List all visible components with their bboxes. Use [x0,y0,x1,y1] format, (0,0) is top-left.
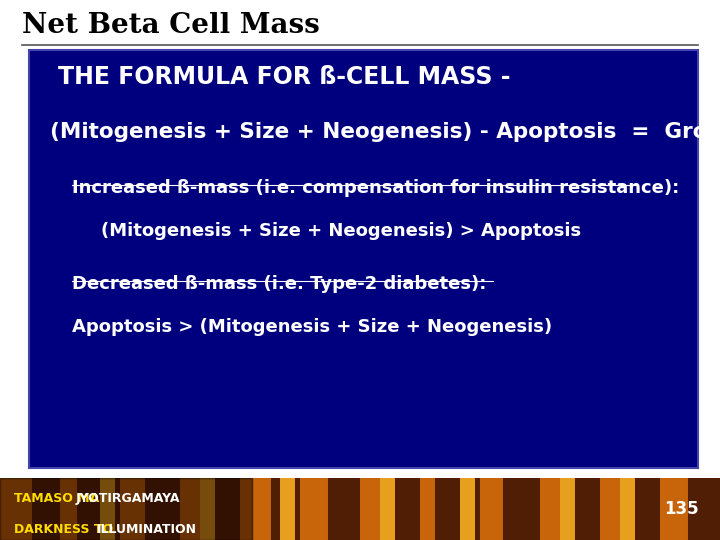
Text: TAMASO MA: TAMASO MA [14,491,104,504]
Text: (Mitogenesis + Size + Neogenesis) > Apoptosis: (Mitogenesis + Size + Neogenesis) > Apop… [101,222,581,240]
FancyBboxPatch shape [0,478,252,540]
Text: (Mitogenesis + Size + Neogenesis) - Apoptosis  =  Growth: (Mitogenesis + Size + Neogenesis) - Apop… [50,122,720,142]
Text: Apoptosis > (Mitogenesis + Size + Neogenesis): Apoptosis > (Mitogenesis + Size + Neogen… [72,318,552,336]
FancyBboxPatch shape [29,50,698,468]
Text: 135: 135 [664,500,698,518]
Text: ILLUMINATION: ILLUMINATION [97,523,197,536]
Text: JYOTIRGAMAYA: JYOTIRGAMAYA [76,491,180,504]
Text: DARKNESS TO: DARKNESS TO [14,523,118,536]
Text: Increased ß-mass (i.e. compensation for insulin resistance):: Increased ß-mass (i.e. compensation for … [72,179,679,197]
Text: Decreased ß-mass (i.e. Type-2 diabetes):: Decreased ß-mass (i.e. Type-2 diabetes): [72,275,487,293]
Text: THE FORMULA FOR ß-CELL MASS -: THE FORMULA FOR ß-CELL MASS - [58,64,510,89]
Text: Net Beta Cell Mass: Net Beta Cell Mass [22,12,320,39]
